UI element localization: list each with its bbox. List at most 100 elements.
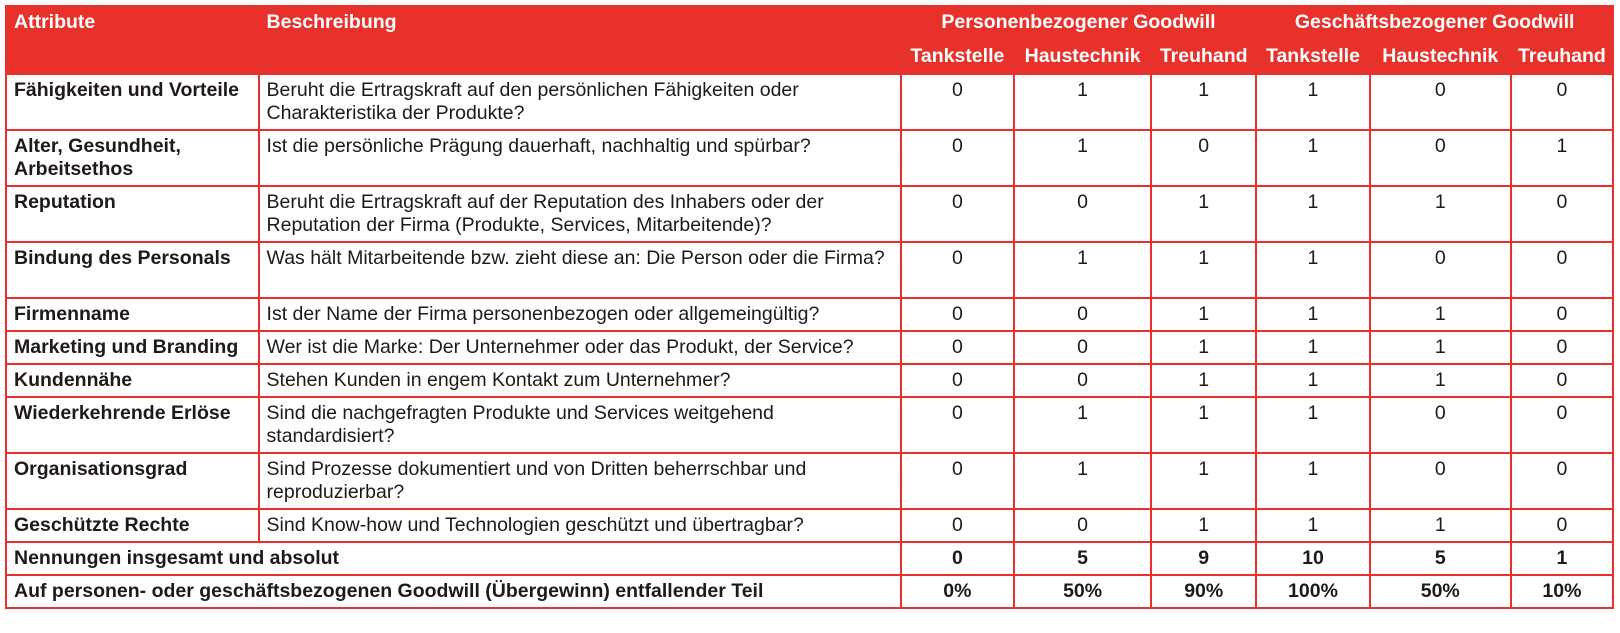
header-sub-haustechnik-business: Haustechnik xyxy=(1368,39,1512,75)
total-row: Auf personen- oder geschäftsbezogenen Go… xyxy=(5,574,1615,609)
row-description: Sind Know-how und Technologien geschützt… xyxy=(257,508,902,543)
header-description: Beschreibung xyxy=(257,5,902,75)
row-attribute: Organisationsgrad xyxy=(5,452,260,510)
header-group-business: Geschäftsbezogener Goodwill xyxy=(1255,5,1614,41)
header-attribute: Attribute xyxy=(5,5,260,75)
row-value-cell: 1 xyxy=(1255,129,1371,187)
row-value-cell: 0 xyxy=(1368,452,1512,510)
row-value-cell: 1 xyxy=(1150,297,1258,332)
header-group-personal: Personenbezogener Goodwill xyxy=(899,5,1258,41)
row-value-cell: 0 xyxy=(1509,185,1615,243)
table-row: Marketing und Branding Wer ist die Marke:… xyxy=(5,330,1615,365)
row-value-cell: 1 xyxy=(1255,363,1371,398)
row-value-cell: 1 xyxy=(1368,363,1512,398)
row-value-cell: 1 xyxy=(1150,452,1258,510)
row-value-cell: 0 xyxy=(1509,452,1615,510)
row-value-cell: 1 xyxy=(1368,185,1512,243)
row-value-cell: 0 xyxy=(1013,185,1153,243)
row-attribute: Kundennähe xyxy=(5,363,260,398)
row-value-cell: 1 xyxy=(1509,129,1615,187)
table-row: Kundennähe Stehen Kunden in engem Kontakt… xyxy=(5,363,1615,398)
total-value-cell: 0% xyxy=(899,574,1016,609)
row-value-cell: 1 xyxy=(1150,73,1258,131)
row-value-cell: 0 xyxy=(1509,396,1615,454)
row-value-cell: 1 xyxy=(1255,297,1371,332)
row-value-cell: 1 xyxy=(1150,241,1258,299)
row-description: Was hält Mitarbeitende bzw. zieht diese … xyxy=(257,241,902,299)
row-value-cell: 0 xyxy=(899,508,1016,543)
table-row: Alter, Gesundheit, Arbeitsethos Ist die p… xyxy=(5,129,1615,187)
total-label: Nennungen insgesamt und absolut xyxy=(5,541,902,576)
row-value-cell: 1 xyxy=(1150,363,1258,398)
table-row: Geschützte Rechte Sind Know-how und Techn… xyxy=(5,508,1615,543)
total-value-cell: 5 xyxy=(1368,541,1512,576)
row-value-cell: 0 xyxy=(1013,330,1153,365)
header-sub-treuhand-business: Treuhand xyxy=(1509,39,1615,75)
total-value-cell: 0 xyxy=(899,541,1016,576)
row-value-cell: 0 xyxy=(1013,508,1153,543)
row-value-cell: 0 xyxy=(899,452,1016,510)
row-attribute: Fähigkeiten und Vorteile xyxy=(5,73,260,131)
table-row: Bindung des Personals Was hält Mitarbeite… xyxy=(5,241,1615,299)
row-value-cell: 0 xyxy=(1013,363,1153,398)
row-value-cell: 1 xyxy=(1255,185,1371,243)
row-attribute: Alter, Gesundheit, Arbeitsethos xyxy=(5,129,260,187)
total-value-cell: 10 xyxy=(1255,541,1371,576)
row-value-cell: 1 xyxy=(1150,330,1258,365)
row-value-cell: 0 xyxy=(1368,396,1512,454)
row-value-cell: 1 xyxy=(1368,508,1512,543)
table-header: Attribute Beschreibung Personenbezogener… xyxy=(5,5,1615,75)
row-value-cell: 0 xyxy=(1509,363,1615,398)
row-value-cell: 0 xyxy=(1368,73,1512,131)
row-description: Beruht die Ertragskraft auf der Reputati… xyxy=(257,185,902,243)
total-value-cell: 50% xyxy=(1368,574,1512,609)
row-value-cell: 0 xyxy=(1368,241,1512,299)
row-value-cell: 0 xyxy=(1368,129,1512,187)
row-value-cell: 1 xyxy=(1013,241,1153,299)
row-value-cell: 1 xyxy=(1013,73,1153,131)
row-description: Wer ist die Marke: Der Unternehmer oder … xyxy=(257,330,902,365)
row-value-cell: 0 xyxy=(899,330,1016,365)
row-attribute: Bindung des Personals xyxy=(5,241,260,299)
total-label: Auf personen- oder geschäftsbezogenen Go… xyxy=(5,574,902,609)
goodwill-table-container: Attribute Beschreibung Personenbezogener… xyxy=(5,5,1615,609)
row-attribute: Reputation xyxy=(5,185,260,243)
table-row: Reputation Beruht die Ertragskraft auf de… xyxy=(5,185,1615,243)
row-value-cell: 1 xyxy=(1255,452,1371,510)
row-description: Stehen Kunden in engem Kontakt zum Unter… xyxy=(257,363,902,398)
table-row: Wiederkehrende Erlöse Sind die nachgefrag… xyxy=(5,396,1615,454)
row-value-cell: 1 xyxy=(1255,241,1371,299)
table-body: Fähigkeiten und Vorteile Beruht die Ertra… xyxy=(5,73,1615,609)
row-value-cell: 0 xyxy=(1509,508,1615,543)
row-value-cell: 0 xyxy=(1013,297,1153,332)
row-description: Ist der Name der Firma personenbezogen o… xyxy=(257,297,902,332)
total-row: Nennungen insgesamt und absolut 0 5 9 10 5 1 xyxy=(5,541,1615,576)
table-row: Firmenname Ist der Name der Firma persone… xyxy=(5,297,1615,332)
row-value-cell: 0 xyxy=(899,73,1016,131)
goodwill-table: Attribute Beschreibung Personenbezogener… xyxy=(5,5,1615,609)
row-value-cell: 0 xyxy=(899,241,1016,299)
row-value-cell: 1 xyxy=(1255,330,1371,365)
header-sub-tankstelle-business: Tankstelle xyxy=(1255,39,1371,75)
total-value-cell: 50% xyxy=(1013,574,1153,609)
row-value-cell: 0 xyxy=(1509,73,1615,131)
row-value-cell: 1 xyxy=(1013,129,1153,187)
row-attribute: Geschützte Rechte xyxy=(5,508,260,543)
row-value-cell: 0 xyxy=(1509,297,1615,332)
row-value-cell: 1 xyxy=(1255,396,1371,454)
total-value-cell: 9 xyxy=(1150,541,1258,576)
row-attribute: Marketing und Branding xyxy=(5,330,260,365)
row-description: Beruht die Ertragskraft auf den persönli… xyxy=(257,73,902,131)
total-value-cell: 1 xyxy=(1509,541,1615,576)
row-value-cell: 0 xyxy=(1509,241,1615,299)
row-attribute: Firmenname xyxy=(5,297,260,332)
row-value-cell: 0 xyxy=(899,363,1016,398)
header-sub-treuhand-personal: Treuhand xyxy=(1150,39,1258,75)
row-value-cell: 1 xyxy=(1013,396,1153,454)
row-value-cell: 1 xyxy=(1368,330,1512,365)
total-value-cell: 100% xyxy=(1255,574,1371,609)
row-value-cell: 0 xyxy=(899,185,1016,243)
row-value-cell: 1 xyxy=(1150,508,1258,543)
row-description: Ist die persönliche Prägung dauerhaft, n… xyxy=(257,129,902,187)
total-value-cell: 5 xyxy=(1013,541,1153,576)
